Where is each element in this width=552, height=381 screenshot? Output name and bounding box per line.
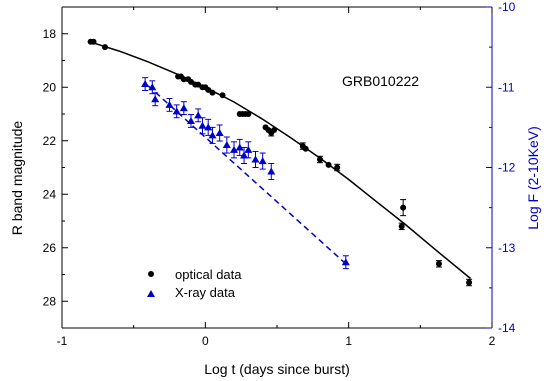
y-right-tick-label: -12 xyxy=(498,161,516,175)
legend-xray-marker xyxy=(147,290,155,297)
xray-point xyxy=(230,145,238,153)
xray-point xyxy=(208,131,217,139)
optical-point xyxy=(400,204,407,211)
x-axis-label: Log t (days since burst) xyxy=(204,361,350,377)
xray-point xyxy=(194,111,203,119)
y-left-tick-label: 22 xyxy=(43,134,57,148)
optical-point xyxy=(466,279,473,286)
x-tick-label: 2 xyxy=(489,334,496,348)
optical-point xyxy=(209,89,216,96)
y-left-tick-label: 28 xyxy=(43,294,57,308)
plot-area xyxy=(87,38,473,287)
optical-point xyxy=(245,111,252,117)
xray-point xyxy=(222,141,231,149)
xray-point xyxy=(179,104,188,112)
xray-point xyxy=(172,107,181,115)
y-right-tick-label: -10 xyxy=(498,0,516,14)
optical-point xyxy=(180,76,187,83)
xray-point xyxy=(165,100,174,108)
optical-point xyxy=(102,44,108,51)
y-right-tick-label: -11 xyxy=(498,80,515,94)
xray-point xyxy=(187,116,195,124)
xray-point xyxy=(148,83,157,91)
x-tick-label: -1 xyxy=(57,334,68,348)
xray-point xyxy=(341,258,350,266)
xray-point xyxy=(267,167,276,175)
xray-fit-line xyxy=(147,85,347,265)
legend: optical data X-ray data xyxy=(147,267,242,300)
optical-point xyxy=(219,92,226,99)
optical-point xyxy=(205,86,212,93)
optical-point xyxy=(90,38,97,45)
optical-point xyxy=(302,145,309,152)
grb-annotation: GRB010222 xyxy=(342,73,419,89)
y-left-tick-label: 24 xyxy=(43,187,57,201)
optical-point xyxy=(398,223,405,230)
optical-fit-curve xyxy=(87,40,471,280)
y-axis-right-label: Log F (2-10KeV) xyxy=(525,126,541,230)
y-axis-left-label: R band magnitude xyxy=(9,121,25,236)
xray-point xyxy=(258,157,267,165)
y-left-tick-label: 18 xyxy=(43,27,57,41)
optical-point xyxy=(271,127,278,134)
xray-point xyxy=(251,155,260,163)
legend-optical-marker xyxy=(148,271,154,277)
x-tick-label: 0 xyxy=(202,334,209,348)
xray-point xyxy=(240,151,249,159)
optical-point xyxy=(317,156,323,163)
optical-point xyxy=(334,164,341,171)
legend-optical-label: optical data xyxy=(175,267,242,282)
xray-point xyxy=(204,123,213,131)
x-tick-label: 1 xyxy=(345,334,352,348)
optical-point xyxy=(325,161,332,168)
y-right-tick-label: -14 xyxy=(498,321,516,335)
xray-point xyxy=(235,143,244,151)
xray-point xyxy=(244,145,253,153)
xray-point xyxy=(198,121,207,129)
y-right-tick-label: -13 xyxy=(498,241,516,255)
y-left-tick-label: 20 xyxy=(43,80,57,94)
optical-point xyxy=(195,81,202,88)
y-left-tick-label: 26 xyxy=(43,241,57,255)
optical-point xyxy=(188,78,194,85)
xray-point xyxy=(215,128,224,136)
legend-xray-label: X-ray data xyxy=(175,285,236,300)
xray-point xyxy=(151,95,160,103)
xray-point xyxy=(141,80,150,88)
optical-point xyxy=(435,260,442,267)
